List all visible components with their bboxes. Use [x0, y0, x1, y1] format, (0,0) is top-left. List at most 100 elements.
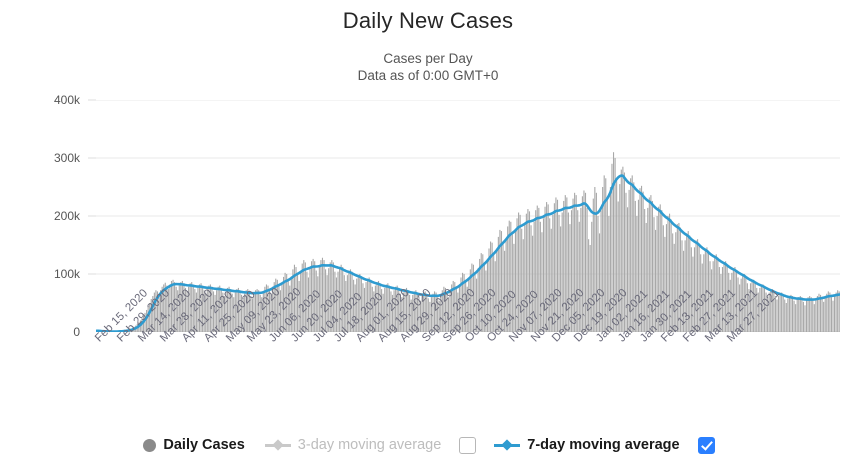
bar [244, 293, 246, 332]
bar [367, 278, 369, 332]
bar [802, 301, 804, 332]
bar [248, 291, 250, 332]
bar [490, 241, 492, 332]
bar [356, 278, 358, 332]
bar [251, 298, 253, 332]
checkbox-7-day-moving-average[interactable] [697, 436, 715, 454]
bar [815, 299, 817, 332]
bar [572, 198, 574, 332]
bar [303, 260, 305, 332]
bar [270, 293, 272, 332]
bar [530, 225, 532, 332]
bar [661, 210, 663, 332]
line-marker-icon [264, 439, 291, 451]
bar [767, 297, 769, 332]
bar [379, 283, 381, 332]
bar [335, 277, 338, 332]
bar [684, 240, 686, 332]
bar [728, 272, 730, 332]
bar [533, 221, 535, 332]
bar [598, 233, 601, 332]
legend-item-7-day[interactable]: 7-day moving average [494, 437, 680, 453]
bar [300, 271, 302, 332]
bar [824, 297, 826, 332]
bar [619, 184, 621, 332]
bar [584, 192, 587, 332]
bar [532, 235, 534, 332]
bar [813, 304, 815, 332]
bar [390, 291, 392, 332]
bar [198, 284, 201, 332]
bar [508, 220, 510, 332]
bar [776, 299, 778, 332]
bar [757, 292, 759, 332]
bar [458, 284, 460, 332]
bar [433, 291, 436, 332]
bar [581, 196, 583, 332]
bar [463, 274, 465, 332]
legend-item-daily-cases[interactable]: Daily Cases [143, 437, 245, 453]
y-tick-label: 0 [73, 325, 80, 339]
legend-label-3-day: 3-day moving average [297, 437, 442, 453]
bar [763, 286, 766, 332]
bar [345, 280, 347, 332]
bar [670, 219, 672, 332]
bar [672, 233, 674, 332]
bar [563, 200, 565, 332]
bar [438, 300, 440, 332]
bar [773, 291, 775, 332]
legend-item-3-day[interactable]: 3-day moving average [264, 437, 442, 453]
bar [630, 178, 632, 332]
bar [485, 270, 487, 332]
bar [546, 202, 548, 332]
bar [216, 290, 218, 332]
bar [290, 276, 292, 332]
bar [516, 218, 518, 332]
bar [622, 166, 624, 332]
bar [245, 290, 247, 332]
bar [362, 283, 364, 332]
bar [538, 207, 540, 332]
bar [760, 285, 762, 332]
bar [655, 229, 657, 332]
bar [541, 232, 543, 332]
bar [468, 277, 470, 332]
bar [549, 218, 551, 332]
bar [150, 298, 152, 332]
bar [393, 290, 395, 332]
bar [739, 284, 741, 332]
chart-subtitle: Cases per Day Data as of 0:00 GMT+0 [0, 50, 856, 84]
checkbox-3-day-moving-average[interactable] [459, 436, 477, 454]
bar [575, 195, 577, 332]
bar [787, 298, 789, 332]
bar [348, 270, 350, 332]
bar [482, 254, 484, 332]
bar [712, 261, 714, 332]
bar [483, 263, 485, 332]
bar [217, 286, 219, 332]
bar [320, 260, 322, 332]
bar [790, 294, 792, 332]
y-tick-label: 400k [53, 93, 80, 107]
bar [242, 298, 244, 332]
bar [740, 278, 742, 332]
bar [723, 262, 725, 332]
bar [504, 250, 506, 332]
bar [544, 206, 546, 332]
bar [384, 287, 386, 332]
bar [721, 267, 724, 332]
bar [494, 261, 496, 332]
bar [399, 293, 401, 332]
bar [818, 293, 820, 332]
bar [413, 291, 415, 332]
bar [631, 175, 633, 332]
bar [614, 158, 616, 332]
bar [373, 291, 375, 332]
bar [647, 207, 649, 332]
bar [377, 280, 380, 332]
x-axis-ticks: Feb 15, 2020 Feb 29, 2020 Mar 14, 2020 Mar … [93, 286, 840, 426]
bar [796, 299, 798, 332]
bar [812, 300, 814, 332]
line-marker-icon [494, 439, 521, 451]
bar [172, 279, 174, 332]
